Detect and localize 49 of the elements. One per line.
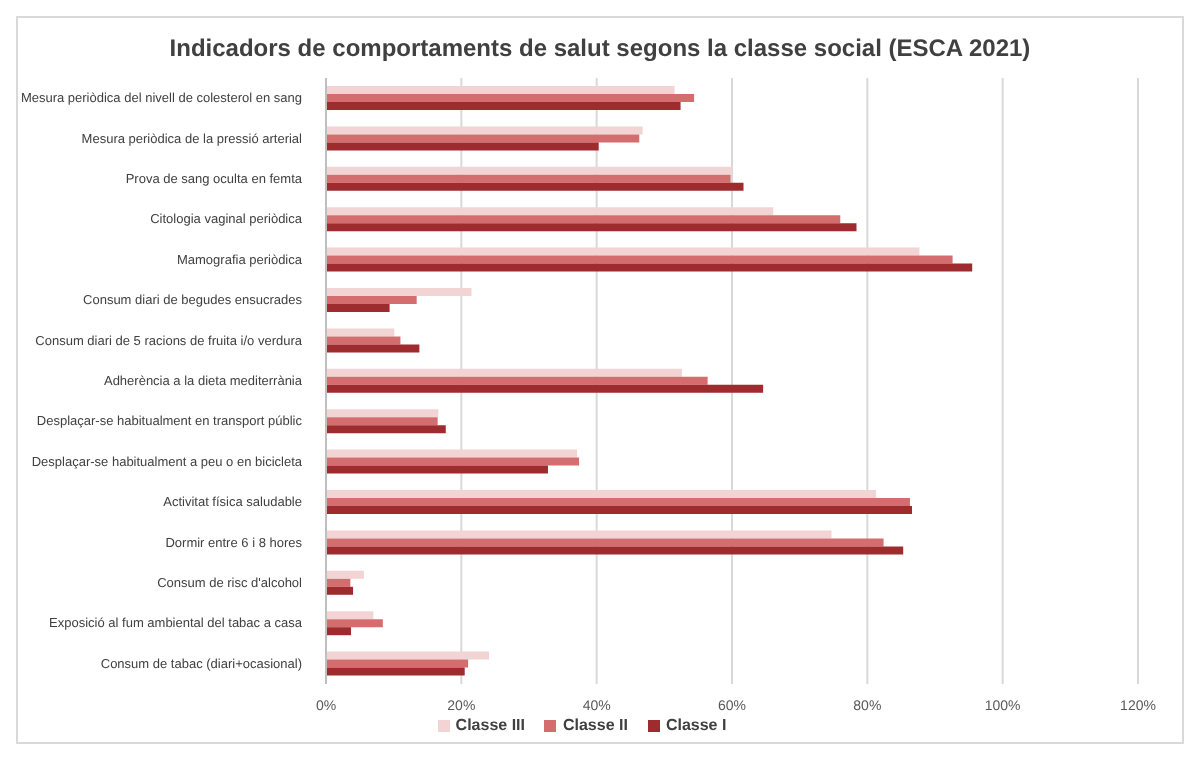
bar [326, 207, 774, 216]
bar [326, 384, 764, 393]
bar [326, 263, 973, 272]
bar [326, 376, 708, 385]
bar [326, 304, 390, 312]
bar [326, 409, 439, 418]
bar [326, 288, 472, 296]
bar [326, 611, 374, 620]
bar [326, 417, 438, 426]
bar [326, 86, 675, 94]
bar [326, 498, 910, 506]
legend-label: Classe III [453, 716, 525, 734]
legend-label: Classe II [560, 716, 628, 734]
bar [326, 368, 682, 377]
bar [326, 102, 681, 110]
bar [326, 651, 490, 660]
bar [326, 174, 731, 183]
bar [326, 570, 364, 579]
bar [326, 134, 640, 143]
bar [326, 255, 953, 264]
bar [326, 344, 420, 353]
legend-label: Classe I [663, 716, 727, 734]
bar [326, 328, 395, 337]
bar [326, 538, 884, 547]
bar [326, 126, 643, 135]
bar [326, 530, 832, 539]
bar [326, 619, 383, 628]
chart-title: Indicadors de comportaments de salut segons la classe social (ESCA 2021) [167, 34, 1033, 66]
bar [326, 182, 744, 191]
bar [326, 578, 351, 587]
bar [326, 586, 354, 595]
bar [326, 215, 841, 224]
bar [326, 457, 580, 466]
bar [326, 627, 352, 636]
bar [326, 546, 904, 555]
bar [326, 490, 877, 498]
bar [326, 506, 912, 514]
bar [326, 659, 469, 668]
bar [326, 425, 446, 434]
bar [326, 247, 920, 256]
bar [326, 667, 465, 676]
bar [326, 142, 599, 151]
bar [326, 465, 548, 474]
bar [326, 223, 857, 232]
bar [326, 296, 417, 304]
bar [326, 94, 695, 102]
bar [326, 166, 732, 175]
bar [326, 336, 401, 345]
bar [326, 449, 578, 458]
